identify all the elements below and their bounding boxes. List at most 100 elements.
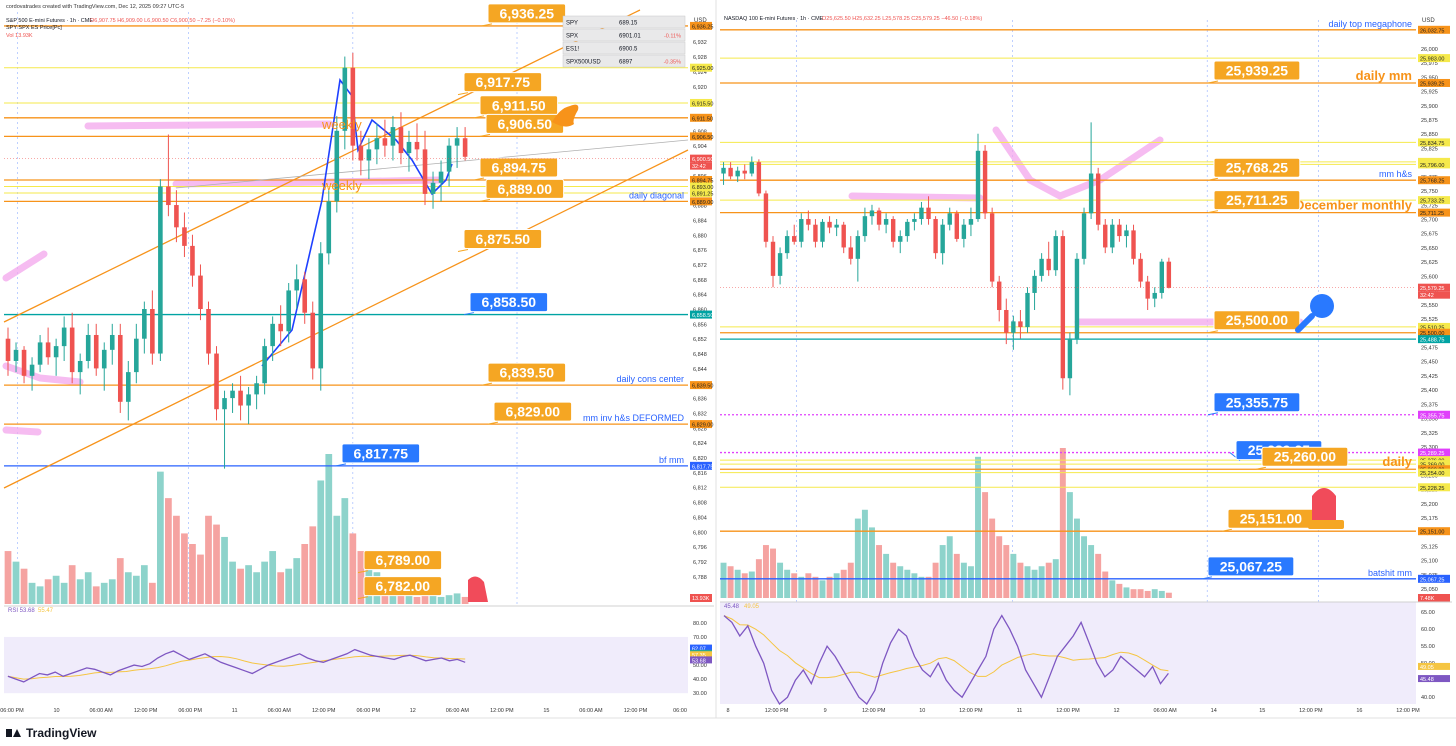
candle-body — [93, 334, 99, 369]
volume-bar — [1074, 518, 1080, 598]
candle-body — [1018, 321, 1023, 328]
candle-body — [1011, 321, 1016, 333]
candle-body — [422, 149, 428, 194]
price-callout-text: 25,939.25 — [1226, 62, 1288, 78]
price-axis-badge-text: 6,817.75 — [692, 464, 713, 470]
price-callout-text: 6,829.00 — [506, 404, 561, 420]
price-tick: 6,820 — [693, 456, 707, 462]
price-tick: 25,050 — [1421, 587, 1438, 593]
price-axis-badge-text: 25,711.25 — [1420, 211, 1444, 217]
price-callout — [1213, 310, 1301, 331]
candle-body — [1067, 338, 1073, 379]
candle-body — [975, 150, 981, 220]
volume-bar — [285, 568, 293, 604]
time-label: 12:00 PM — [1056, 708, 1080, 714]
volume-bar — [883, 553, 890, 598]
candle-body — [749, 162, 755, 174]
price-axis-badge-text: 26,032.75 — [1420, 28, 1444, 34]
price-axis-badge — [690, 21, 712, 30]
volume-bar — [876, 545, 883, 598]
callout-pointer — [1201, 576, 1213, 580]
time-label: 06:00 AM — [1154, 708, 1178, 714]
time-label: 12 — [1114, 708, 1120, 714]
volume-bar — [798, 576, 805, 598]
price-tick: 26,000 — [1421, 47, 1438, 53]
price-axis-badge — [1418, 160, 1450, 169]
candle-body — [784, 236, 790, 254]
candle-body — [69, 327, 75, 373]
price-axis-badge — [1418, 208, 1450, 217]
candle-body — [61, 327, 67, 347]
candle-body — [1046, 258, 1051, 271]
volume-bar — [421, 595, 429, 604]
price-tick: 25,725 — [1421, 203, 1438, 209]
volume-bar — [1151, 589, 1158, 598]
candle-body — [1103, 224, 1108, 248]
candle-body — [855, 236, 861, 259]
candle-body — [286, 290, 291, 332]
price-axis-badge — [1418, 335, 1450, 344]
price-axis-badge-text: 25,488.75 — [1420, 338, 1444, 344]
volume-bar — [309, 526, 317, 604]
price-tick: 6,920 — [693, 85, 707, 91]
volume-bar — [847, 562, 854, 598]
volume-bar — [869, 527, 875, 598]
callout-pointer — [481, 23, 493, 27]
candle-body — [848, 247, 853, 259]
price-tick: 25,550 — [1421, 303, 1438, 309]
volume-bar — [777, 562, 784, 598]
price-callout-text: 6,817.75 — [354, 445, 409, 461]
price-tick: 6,816 — [693, 471, 707, 477]
candle-body — [334, 130, 340, 202]
volume-bar — [116, 558, 124, 604]
candle-body — [166, 186, 171, 206]
callout-pointer — [1207, 330, 1219, 334]
rsi-label: RSI 53.68 — [8, 608, 35, 614]
volume-bar — [826, 576, 833, 598]
candle-body — [1145, 281, 1150, 299]
rsi-badge-text: 49.05 — [1420, 665, 1434, 671]
volume-bar — [189, 544, 196, 604]
volume-bar — [213, 524, 220, 604]
time-label: 12 — [410, 708, 416, 714]
time-label: 12:00 PM — [312, 708, 336, 714]
volume-bar — [1088, 545, 1095, 598]
price-axis-badge-text: 25,579.25 — [1420, 286, 1444, 292]
price-axis-badge — [1418, 25, 1450, 34]
volume-bar — [44, 579, 52, 604]
price-tick: 6,868 — [693, 278, 707, 284]
time-label: 12:00 PM — [490, 708, 514, 714]
candle-body — [792, 236, 797, 242]
volume-bar — [108, 579, 116, 604]
candle-body — [125, 372, 131, 402]
volume-bar — [791, 573, 798, 598]
volume-bar — [68, 565, 76, 604]
price-axis-badge-text: 6,889.00 — [692, 200, 713, 206]
price-callout — [493, 401, 573, 422]
volume-bar — [413, 596, 421, 604]
volume-bar — [4, 551, 12, 604]
candle-body — [940, 224, 945, 254]
volume-bar — [317, 480, 325, 604]
price-callout-text: 6,789.00 — [376, 552, 431, 568]
price-tick: 25,525 — [1421, 317, 1438, 323]
price-axis-badge-text: 25,289.25 — [1420, 451, 1444, 457]
price-axis-badge-text: 6,915.50 — [692, 101, 713, 107]
price-callout — [469, 292, 549, 313]
compare-price: 6897 — [619, 60, 633, 66]
price-tick: 6,848 — [693, 352, 707, 358]
price-tick: 25,425 — [1421, 374, 1438, 380]
candle-body — [278, 323, 283, 332]
price-tick: 25,400 — [1421, 388, 1438, 394]
volume-bar — [197, 554, 204, 604]
time-label: 15 — [1259, 708, 1265, 714]
rsi-tick: 65.00 — [1421, 610, 1435, 616]
volume-bar — [253, 572, 260, 604]
candle-body — [883, 219, 889, 225]
candle-body — [382, 138, 388, 146]
price-axis-badge — [690, 461, 712, 470]
tradingview-footer: TradingView — [6, 724, 96, 742]
price-callout-text: 25,260.00 — [1274, 449, 1336, 465]
price-tick: 25,200 — [1421, 502, 1438, 508]
price-tick: 6,804 — [693, 515, 707, 521]
